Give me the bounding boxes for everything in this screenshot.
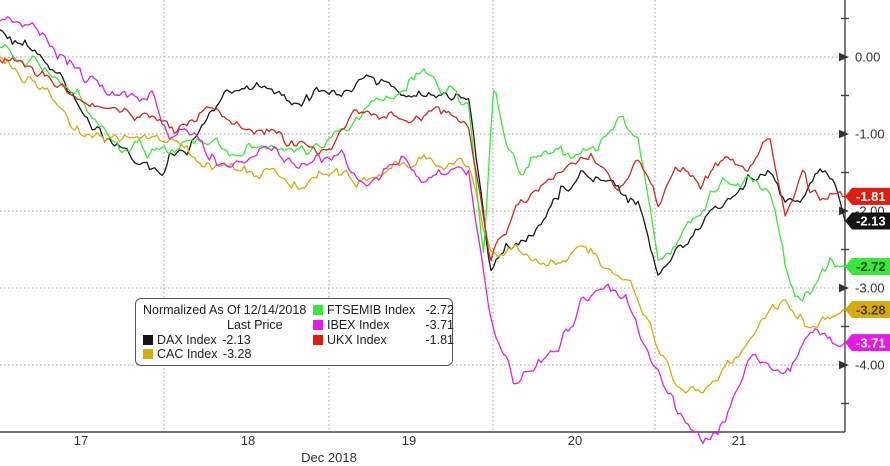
svg-text:-1.81: -1.81 bbox=[856, 189, 886, 204]
svg-text:0.00: 0.00 bbox=[855, 50, 880, 65]
svg-text:-1.00: -1.00 bbox=[855, 127, 885, 142]
svg-text:-3.00: -3.00 bbox=[855, 281, 885, 296]
svg-text:-3.71: -3.71 bbox=[856, 335, 886, 350]
svg-text:-3.28: -3.28 bbox=[856, 302, 886, 317]
svg-text:-2.72: -2.72 bbox=[856, 259, 886, 274]
svg-text:-4.00: -4.00 bbox=[855, 358, 885, 373]
svg-text:-2.13: -2.13 bbox=[856, 214, 886, 229]
